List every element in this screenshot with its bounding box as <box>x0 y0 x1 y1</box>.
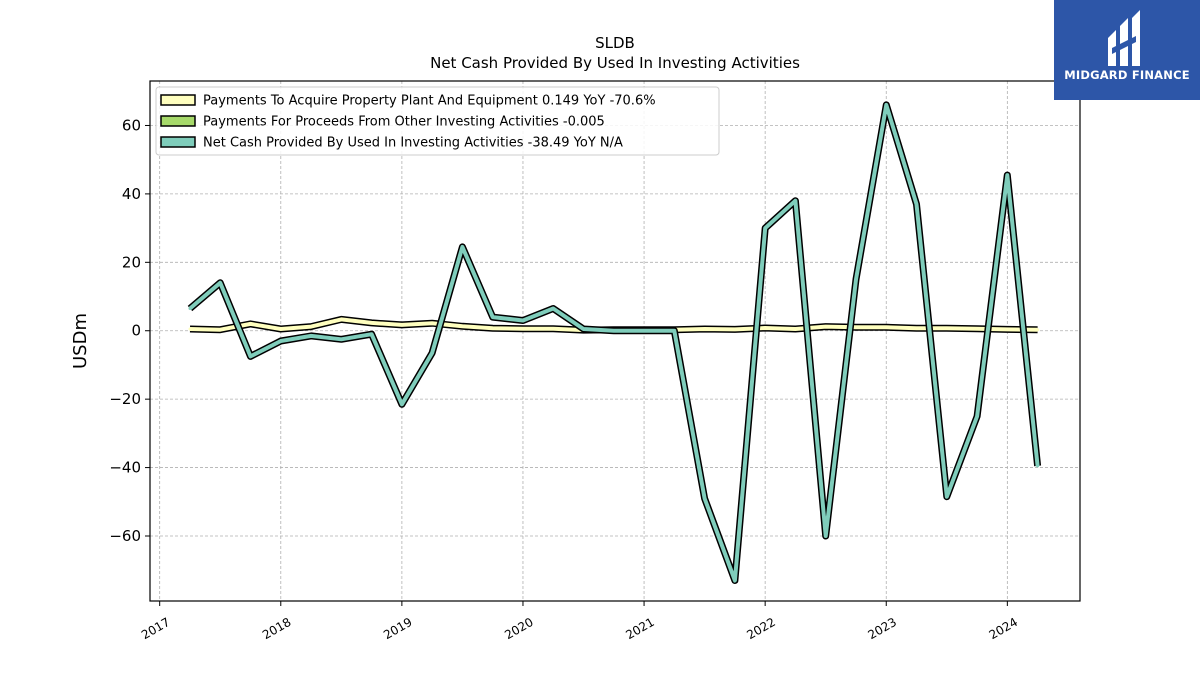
data-point <box>521 327 525 331</box>
data-point <box>915 202 918 206</box>
data-point <box>460 324 464 328</box>
data-point <box>521 319 525 322</box>
x-tick-label: 2024 <box>987 615 1020 642</box>
data-point <box>793 199 797 203</box>
data-point <box>824 325 828 329</box>
data-point <box>551 327 555 331</box>
data-point <box>582 327 585 331</box>
y-tick-label: −40 <box>109 459 141 477</box>
y-axis: −60 −40 −20 0 20 40 60 <box>109 116 150 545</box>
chart-title: SLDB <box>595 34 635 52</box>
logo-text: MIDGARD FINANCE <box>1064 68 1190 82</box>
x-tick-label: 2019 <box>381 615 414 642</box>
data-point <box>1036 464 1040 468</box>
series-layer <box>187 101 1042 584</box>
legend-swatch <box>160 115 196 127</box>
midgard-logo-icon <box>1108 10 1140 66</box>
x-tick-label: 2020 <box>502 615 535 642</box>
data-point <box>551 307 555 310</box>
data-point <box>188 307 192 310</box>
data-point <box>854 277 858 281</box>
y-tick-label: −60 <box>109 527 141 545</box>
y-tick-label: 0 <box>131 322 141 340</box>
data-point <box>975 414 979 418</box>
data-point <box>945 326 949 330</box>
legend-entry: Payments To Acquire Property Plant And E… <box>203 94 656 109</box>
data-point <box>1036 328 1040 332</box>
data-point <box>491 315 495 319</box>
data-point <box>249 354 252 358</box>
data-point <box>309 325 313 329</box>
data-point <box>915 326 918 330</box>
x-tick-label: 2023 <box>866 615 899 642</box>
y-tick-label: 40 <box>122 185 141 203</box>
data-point <box>733 327 737 331</box>
data-point <box>854 325 858 329</box>
x-tick-label: 2021 <box>623 615 656 642</box>
data-point <box>763 326 767 330</box>
data-point <box>733 579 737 582</box>
plot-frame <box>149 80 1081 602</box>
data-point <box>703 496 707 500</box>
data-point <box>188 327 192 331</box>
data-point <box>884 103 888 107</box>
data-point <box>430 321 434 325</box>
data-point <box>824 534 828 538</box>
chart-subtitle: Net Cash Provided By Used In Investing A… <box>430 54 800 72</box>
data-point <box>703 327 707 331</box>
data-point <box>339 317 343 321</box>
x-tick-label: 2022 <box>744 615 777 642</box>
data-point <box>249 322 252 326</box>
data-point <box>1005 173 1009 177</box>
x-tick-label: 2017 <box>139 615 172 642</box>
data-point <box>339 337 343 341</box>
y-tick-label: 20 <box>122 253 141 271</box>
data-point <box>218 328 222 332</box>
legend-box <box>155 86 720 156</box>
data-point <box>975 327 979 331</box>
legend-entry: Payments For Proceeds From Other Investi… <box>203 115 605 130</box>
brand-logo: MIDGARD FINANCE <box>1054 0 1200 100</box>
data-point <box>218 281 222 285</box>
data-point <box>793 327 797 331</box>
data-point <box>1005 327 1009 331</box>
data-point <box>430 351 434 355</box>
y-tick-label: −20 <box>109 390 141 408</box>
data-point <box>642 329 646 333</box>
data-point <box>460 245 464 249</box>
data-point <box>400 402 404 406</box>
series-line-outline <box>187 101 1042 584</box>
data-point <box>279 327 283 331</box>
data-point <box>491 326 495 330</box>
data-point <box>884 325 888 329</box>
data-point <box>672 329 676 333</box>
series-2 <box>187 101 1042 584</box>
legend-swatch <box>160 136 196 148</box>
legend: Payments To Acquire Property Plant And E… <box>155 86 720 156</box>
x-tick-label: 2018 <box>260 615 293 642</box>
data-point <box>945 495 949 499</box>
data-point <box>370 332 374 336</box>
legend-entry: Net Cash Provided By Used In Investing A… <box>203 136 623 151</box>
data-point <box>309 334 313 338</box>
data-point <box>279 339 283 343</box>
data-point <box>612 329 616 333</box>
y-tick-label: 60 <box>122 116 141 134</box>
legend-swatch <box>160 94 196 106</box>
x-axis: 2017 2018 2019 2020 2021 2022 2023 2024 <box>139 601 1020 642</box>
data-point <box>370 321 374 325</box>
data-point <box>763 226 767 230</box>
y-axis-label: USDm <box>70 313 91 369</box>
data-point <box>400 323 404 327</box>
